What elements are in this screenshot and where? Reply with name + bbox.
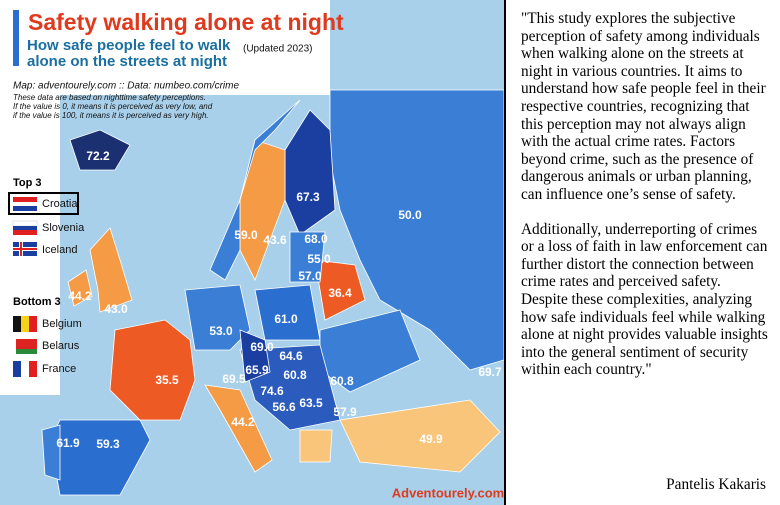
map-label: 43.6 <box>263 233 287 247</box>
legend-heading: Bottom 3 <box>13 296 61 308</box>
map-label: 69.0 <box>250 340 274 354</box>
map-label: 60.8 <box>330 374 354 388</box>
map-label: 44.2 <box>231 415 255 429</box>
map-label: 56.6 <box>272 400 296 414</box>
subtitle: How safe people feel to walk alone on th… <box>27 38 231 70</box>
quote: "This study explores the subjective perc… <box>521 10 771 396</box>
updated: (Updated 2023) <box>243 44 313 55</box>
map-label: 61.9 <box>56 436 80 450</box>
map-label: 55.0 <box>307 252 331 266</box>
title: Safety walking alone at night <box>28 9 344 35</box>
map-label: 64.6 <box>279 349 303 363</box>
source: Map: adventourely.com :: Data: numbeo.co… <box>13 81 239 92</box>
quote-paragraph: Additionally, underreporting of crimes o… <box>521 220 768 379</box>
flag-france <box>13 361 37 377</box>
map-label: 36.4 <box>328 286 352 300</box>
quote-paragraph: "This study explores the subjective perc… <box>521 10 766 203</box>
map-label: 49.9 <box>419 432 443 446</box>
map-label: 50.0 <box>398 208 422 222</box>
map-label: 57.0 <box>298 269 322 283</box>
quote-author: Pantelis Kakaris <box>666 476 766 493</box>
logo: Adventourely.com <box>392 485 504 500</box>
note: if the value is 100, it means it is perc… <box>13 111 209 120</box>
map-label: 60.8 <box>283 368 307 382</box>
map-label: 35.5 <box>155 373 179 387</box>
map-label: 63.5 <box>299 396 323 410</box>
legend-item: Iceland <box>42 244 77 256</box>
map-label: 74.6 <box>260 384 284 398</box>
flag-belarus <box>13 339 37 354</box>
map: Safety walking alone at night How safe p… <box>0 0 504 505</box>
legend-item: Belgium <box>42 318 82 330</box>
legend-item: France <box>42 363 76 375</box>
map-labels: 72.2 67.3 59.0 43.6 50.0 68.0 55.0 57.0 36.4 44.2… <box>56 149 502 451</box>
map-label: 72.2 <box>86 149 110 163</box>
map-label: 69.5 <box>222 372 246 386</box>
note: If the value is 0, it means it is percei… <box>13 102 213 111</box>
subtitle-box: How safe people feel to walk alone on th… <box>27 38 231 70</box>
map-label: 59.0 <box>234 228 258 242</box>
legend-item: Slovenia <box>42 222 85 234</box>
map-label: 68.0 <box>304 232 328 246</box>
flag-belgium <box>13 316 37 332</box>
map-label: 57.9 <box>333 405 357 419</box>
flag-iceland <box>13 242 37 256</box>
map-label: 43.0 <box>104 302 128 316</box>
accent-bar <box>13 10 19 66</box>
highlight-box <box>8 192 79 215</box>
legend-heading: Top 3 <box>13 177 42 189</box>
divider <box>504 0 506 505</box>
map-label: 53.0 <box>209 324 233 338</box>
map-label: 61.0 <box>274 312 298 326</box>
map-label: 44.2 <box>68 289 92 303</box>
flag-slovenia <box>12 220 38 235</box>
legend-item: Croatia <box>42 198 78 210</box>
note: These data are based on nighttime safety… <box>13 93 206 102</box>
map-label: 69.7 <box>478 365 502 379</box>
map-label: 59.3 <box>96 437 120 451</box>
flag-croatia <box>13 197 37 211</box>
countries <box>41 89 504 496</box>
map-label: 65.9 <box>245 363 269 377</box>
map-label: 67.3 <box>296 190 320 204</box>
header-panel <box>0 0 330 95</box>
legend-item: Belarus <box>42 340 80 352</box>
